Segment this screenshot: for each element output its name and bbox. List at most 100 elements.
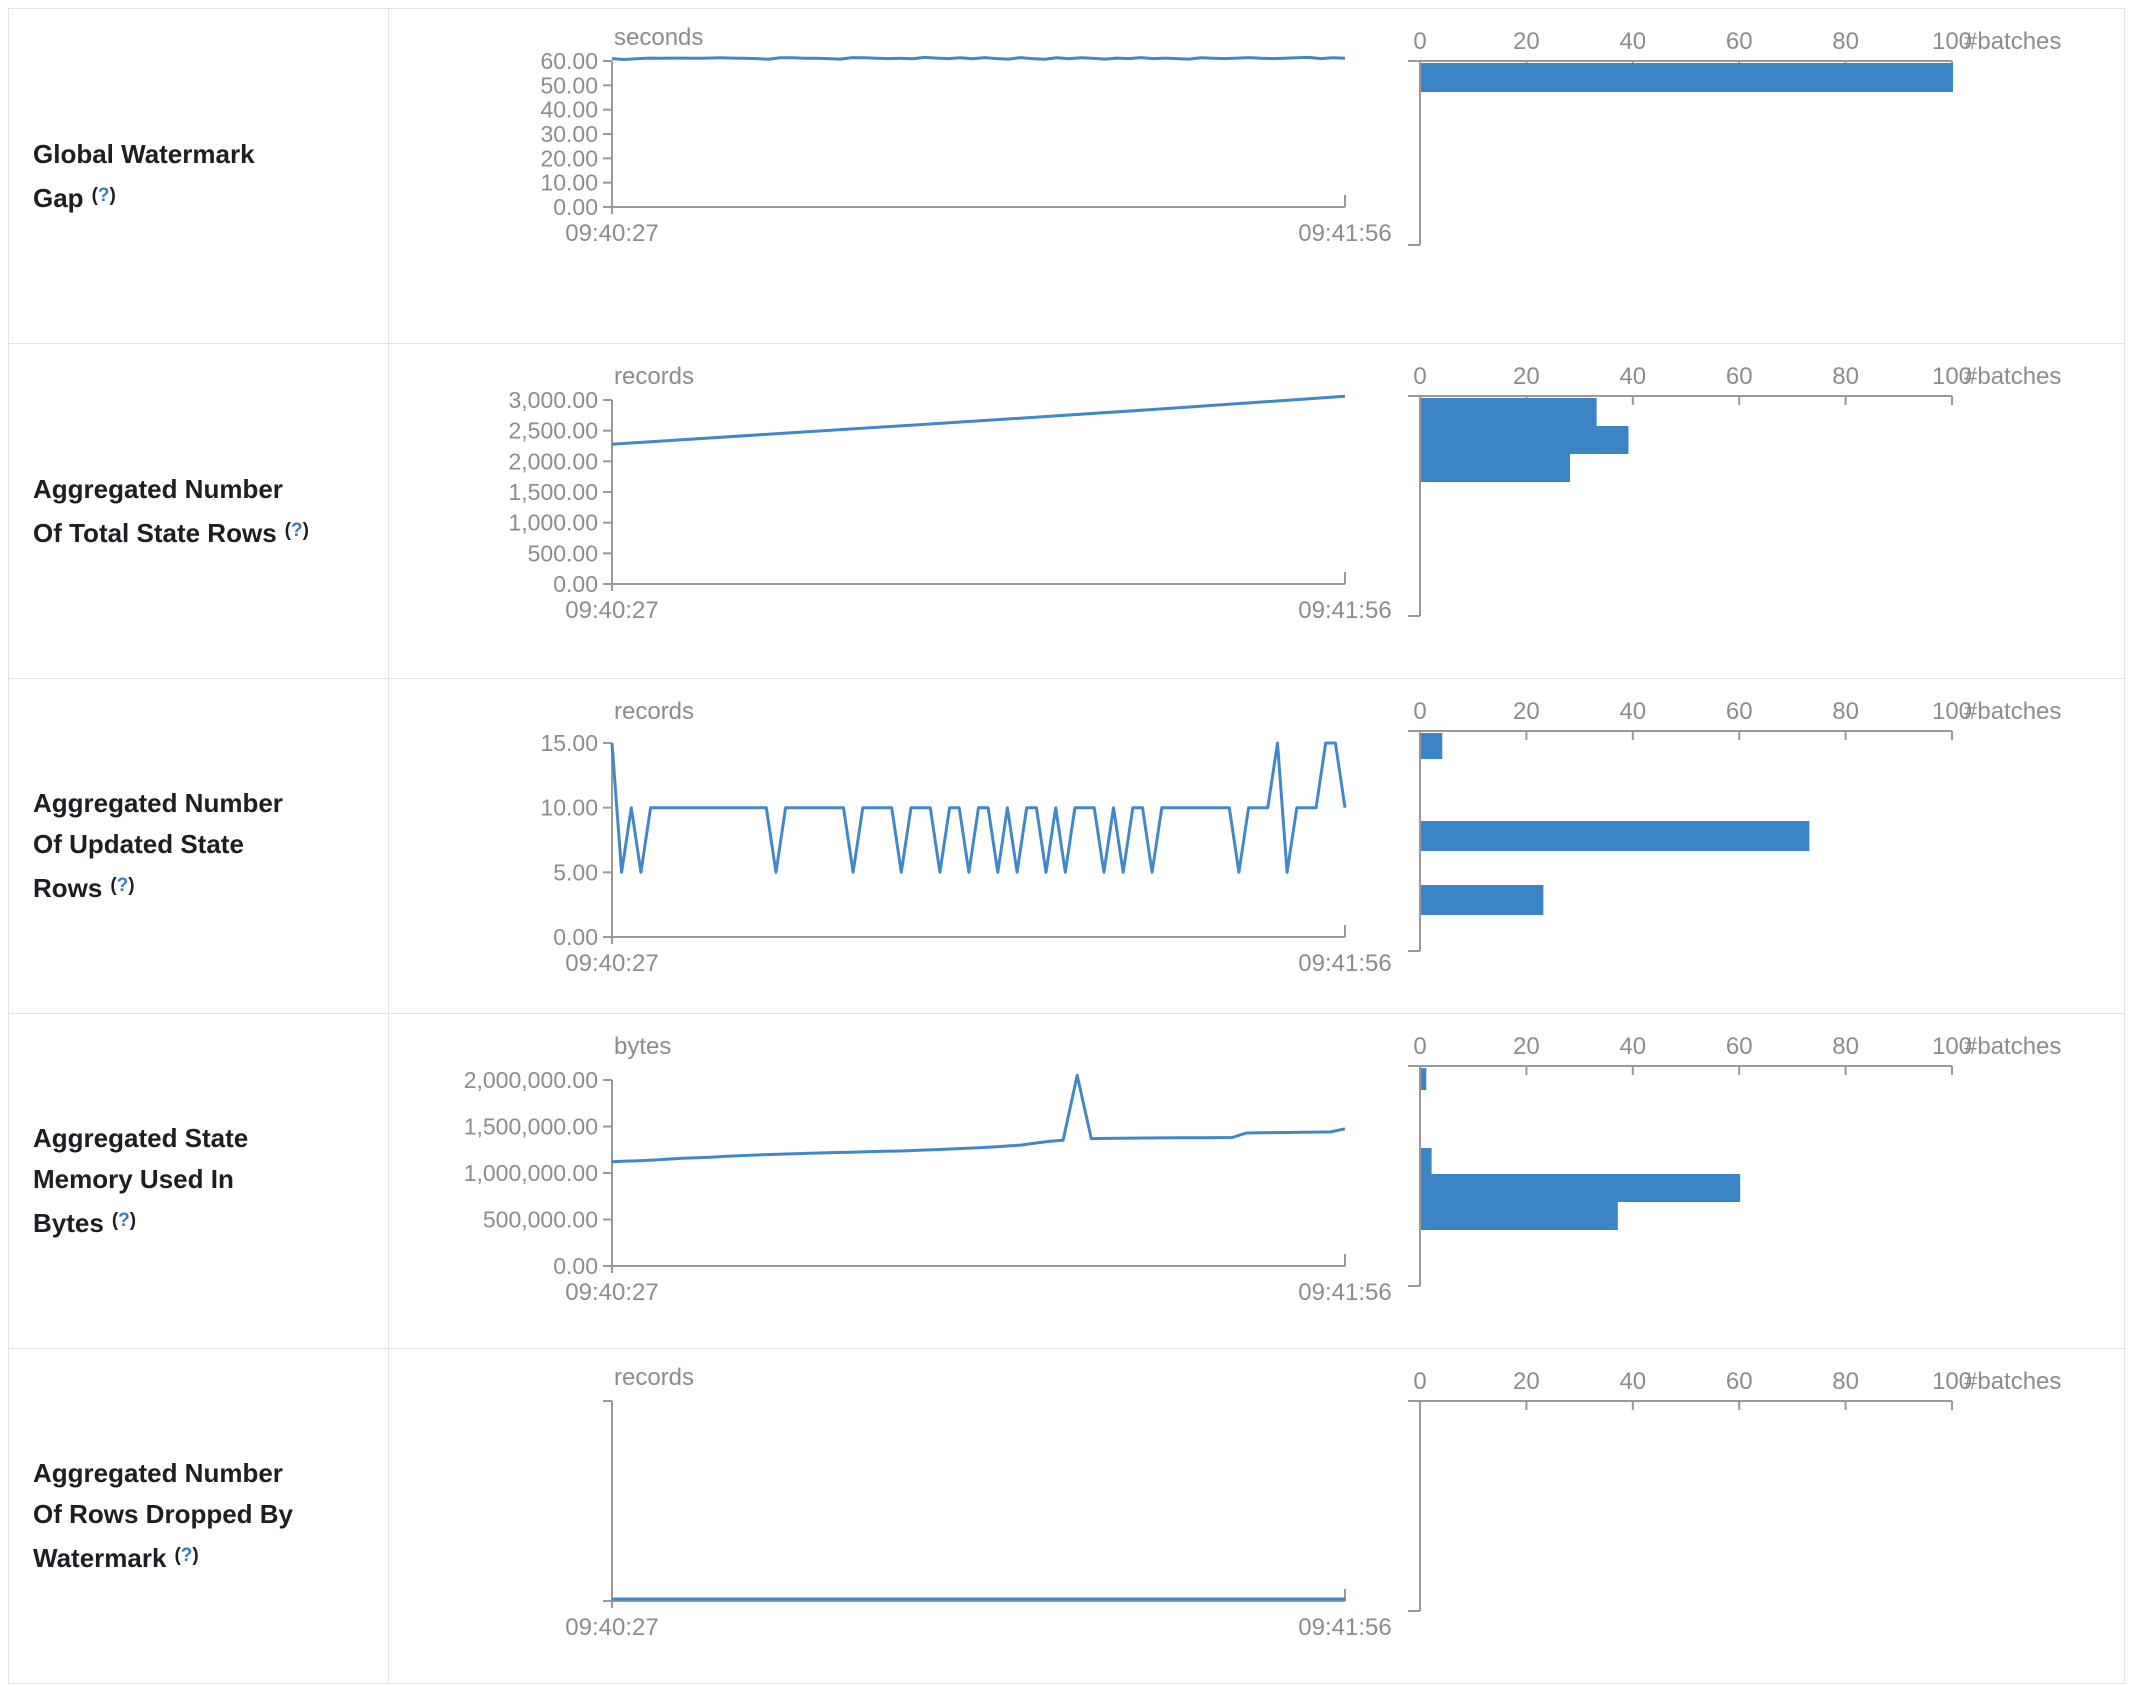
histogram-chart: 0 20 40 60 80 100#batches: [1408, 363, 2061, 617]
svg-text:09:41:56: 09:41:56: [1298, 220, 1391, 247]
svg-text:records: records: [614, 698, 694, 725]
svg-text:09:40:27: 09:40:27: [565, 1279, 658, 1306]
streaming-metrics-table: Global Watermark Gap (?) 60.00 50.00 40.00 3…: [8, 8, 2125, 1684]
svg-text:60: 60: [1726, 1033, 1753, 1060]
svg-text:09:40:27: 09:40:27: [565, 1614, 658, 1641]
timeline-chart: 3,000.00 2,500.00 2,000.00 1,500.00 1,000.00…: [508, 363, 1391, 624]
charts-cell: 15.00 10.00 5.00 0.00 09:40:27 09:41:56 record…: [389, 679, 2124, 1013]
svg-text:#batches: #batches: [1964, 28, 2061, 55]
svg-text:30.00: 30.00: [540, 121, 598, 147]
svg-text:50.00: 50.00: [540, 72, 598, 98]
metric-label: Aggregated State Memory Used In Bytes (?): [33, 1118, 314, 1244]
metric-label-cell: Aggregated Number Of Total State Rows (?): [9, 344, 389, 678]
charts-cell: 09:40:27 09:41:56 records 0 20 40 60 80 100 #bat…: [389, 1349, 2124, 1683]
metric-title: Aggregated Number Of Total State Rows: [33, 473, 283, 548]
help-tooltip: (?): [110, 875, 135, 896]
help-link[interactable]: ?: [180, 1545, 193, 1566]
timeline-chart: 60.0050.0040.0030.0020.0010.000.0009:40:…: [540, 24, 1391, 247]
svg-text:0.00: 0.00: [553, 571, 598, 597]
metric-label: Aggregated Number Of Total State Rows (?): [33, 469, 314, 554]
svg-text:0: 0: [1413, 363, 1426, 390]
help-tooltip: (?): [284, 519, 309, 541]
svg-text:1,500,000.00: 1,500,000.00: [464, 1114, 598, 1140]
svg-text:80: 80: [1832, 28, 1859, 55]
svg-text:15.00: 15.00: [540, 730, 598, 756]
svg-text:80: 80: [1832, 363, 1859, 390]
svg-text:60: 60: [1726, 1368, 1753, 1395]
svg-text:10.00: 10.00: [540, 795, 598, 821]
svg-text:0: 0: [1413, 1368, 1426, 1395]
charts-cell: 3,000.00 2,500.00 2,000.00 1,500.00 1,000.00…: [389, 344, 2124, 678]
help-link[interactable]: ?: [97, 184, 110, 206]
svg-text:09:40:27: 09:40:27: [565, 220, 658, 247]
svg-text:#batches: #batches: [1964, 1368, 2061, 1395]
svg-text:20: 20: [1513, 698, 1540, 725]
svg-text:0: 0: [1413, 1033, 1426, 1060]
svg-text:40.00: 40.00: [540, 97, 598, 123]
svg-text:80: 80: [1832, 1368, 1859, 1395]
svg-text:0.00: 0.00: [553, 1253, 598, 1279]
svg-text:0.00: 0.00: [553, 194, 598, 220]
help-link[interactable]: ?: [118, 1210, 130, 1231]
help-link[interactable]: ?: [116, 875, 129, 896]
help-tooltip: (?): [111, 1210, 137, 1231]
svg-text:40: 40: [1619, 1033, 1646, 1060]
metric-title: Global Watermark Gap: [33, 138, 255, 213]
svg-text:09:41:56: 09:41:56: [1298, 597, 1391, 624]
svg-text:80: 80: [1832, 698, 1859, 725]
svg-text:09:41:56: 09:41:56: [1298, 1279, 1391, 1306]
svg-text:20: 20: [1513, 28, 1540, 55]
svg-text:09:40:27: 09:40:27: [565, 597, 658, 624]
histogram-chart: 0 20 40 60 80 100#batches: [1408, 1033, 2061, 1287]
metric-row-total-state-rows: Aggregated Number Of Total State Rows (?)…: [9, 344, 2124, 679]
svg-text:20: 20: [1513, 1368, 1540, 1395]
help-link[interactable]: ?: [290, 519, 303, 541]
svg-text:09:41:56: 09:41:56: [1298, 1614, 1391, 1641]
svg-text:100: 100: [1932, 698, 1972, 725]
svg-text:0: 0: [1413, 698, 1426, 725]
svg-text:60: 60: [1726, 28, 1753, 55]
svg-text:2,500.00: 2,500.00: [508, 418, 598, 444]
svg-text:100: 100: [1932, 363, 1972, 390]
svg-text:40: 40: [1619, 28, 1646, 55]
metric-title: Aggregated Number Of Updated State Rows: [33, 788, 283, 903]
svg-text:40: 40: [1619, 363, 1646, 390]
metric-title: Aggregated State Memory Used In Bytes: [33, 1123, 249, 1238]
help-tooltip: (?): [91, 184, 116, 206]
svg-text:3,000.00: 3,000.00: [508, 387, 598, 413]
metric-label-cell: Aggregated State Memory Used In Bytes (?): [9, 1014, 389, 1348]
svg-text:500.00: 500.00: [528, 540, 598, 566]
metric-label: Aggregated Number Of Rows Dropped By Wat…: [33, 1453, 314, 1579]
metric-row-rows-dropped: Aggregated Number Of Rows Dropped By Wat…: [9, 1349, 2124, 1683]
svg-text:60.00: 60.00: [540, 48, 598, 74]
svg-text:100: 100: [1932, 28, 1972, 55]
metric-label-cell: Global Watermark Gap (?): [9, 9, 389, 343]
svg-text:20: 20: [1513, 1033, 1540, 1060]
charts-cell: 2,000,000.00 1,500,000.00 1,000,000.00 500,…: [389, 1014, 2124, 1348]
svg-text:records: records: [614, 363, 694, 390]
svg-text:500,000.00: 500,000.00: [483, 1207, 598, 1233]
svg-text:1,000,000.00: 1,000,000.00: [464, 1160, 598, 1186]
svg-text:10.00: 10.00: [540, 170, 598, 196]
metric-label: Global Watermark Gap (?): [33, 134, 314, 219]
histogram-chart: 0 20 40 60 80 100#batches: [1408, 28, 2061, 246]
svg-text:#batches: #batches: [1964, 1033, 2061, 1060]
svg-text:100: 100: [1932, 1368, 1972, 1395]
metric-row-updated-state-rows: Aggregated Number Of Updated State Rows(…: [9, 679, 2124, 1014]
svg-text:records: records: [614, 1364, 694, 1391]
svg-text:80: 80: [1832, 1033, 1859, 1060]
histogram-chart: 0 20 40 60 80 100#batches: [1408, 698, 2061, 952]
svg-text:09:40:27: 09:40:27: [565, 950, 658, 977]
timeline-chart: 09:40:27 09:41:56 records: [565, 1364, 1391, 1641]
svg-text:#batches: #batches: [1964, 698, 2061, 725]
metric-label-cell: Aggregated Number Of Rows Dropped By Wat…: [9, 1349, 389, 1683]
histogram-chart: 0 20 40 60 80 100#batches: [1408, 1368, 2061, 1612]
help-tooltip: (?): [174, 1545, 199, 1566]
svg-text:20: 20: [1513, 363, 1540, 390]
svg-text:#batches: #batches: [1964, 363, 2061, 390]
svg-text:0.00: 0.00: [553, 924, 598, 950]
svg-text:2,000.00: 2,000.00: [508, 448, 598, 474]
svg-text:09:41:56: 09:41:56: [1298, 950, 1391, 977]
svg-text:40: 40: [1619, 698, 1646, 725]
